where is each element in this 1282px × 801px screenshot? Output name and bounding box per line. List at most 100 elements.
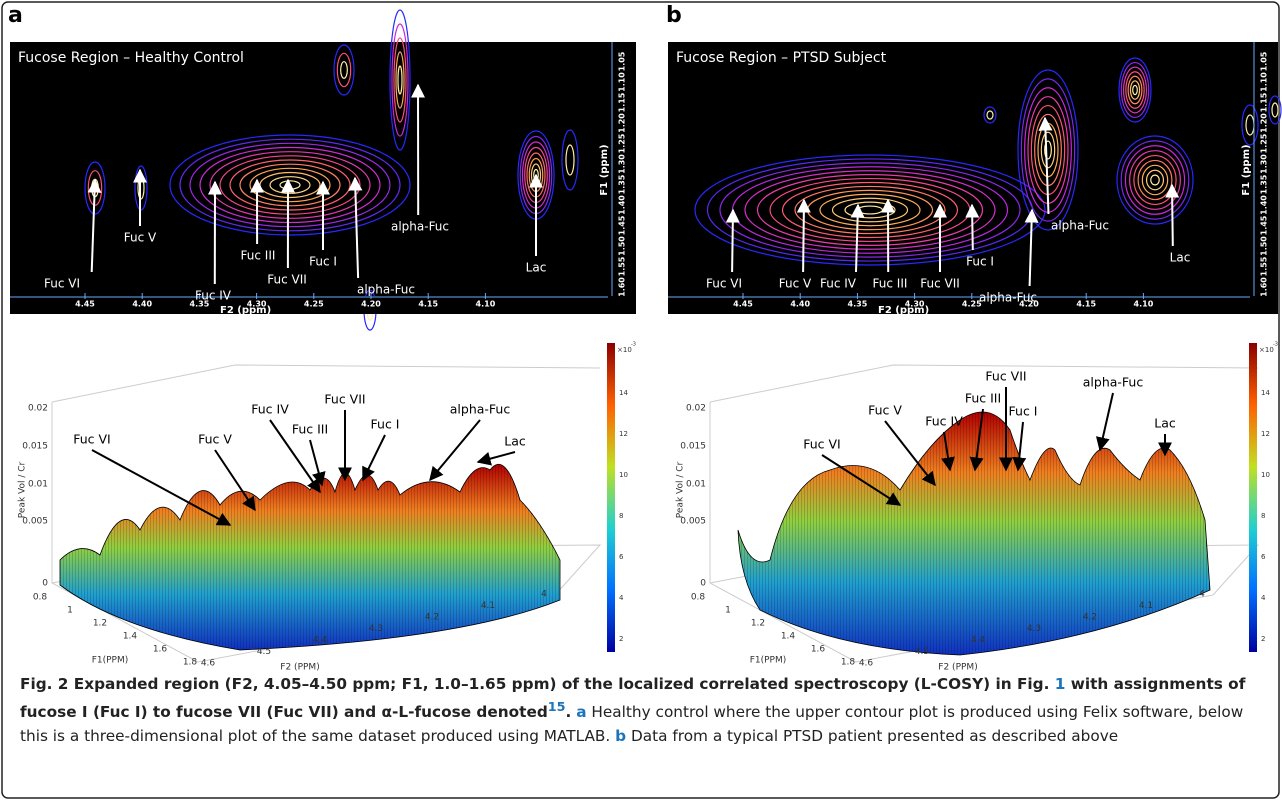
contour-line <box>819 193 921 227</box>
f2-tick-label: 4.5 <box>915 647 929 657</box>
annotation-label: alpha-Fuc <box>391 220 449 234</box>
z-tick-label: 0 <box>700 579 706 589</box>
colorbar-tick-label: 4 <box>619 594 624 602</box>
y-tick-label: 1.20 <box>1260 113 1269 133</box>
annotation-arrow <box>269 419 321 494</box>
f1-tick-label: 0.8 <box>691 593 706 603</box>
caption-bold: Fig. 2 Expanded region (F2, 4.05–4.50 pp… <box>20 675 1245 721</box>
caption-text: Data from a typical PTSD patient present… <box>626 727 1119 746</box>
contour-line <box>269 176 311 194</box>
f1-axis-label: F1(PPM) <box>92 656 129 666</box>
annotation-arrow <box>965 203 980 251</box>
y-tick-label: 1.60 <box>618 277 627 297</box>
y-tick-label: 1.20 <box>618 113 627 133</box>
contour-line <box>565 144 575 176</box>
x-tick-label: 4.30 <box>247 300 267 309</box>
annotation-label: Fuc V <box>779 277 812 291</box>
z-tick-label: 0.015 <box>680 442 706 452</box>
colorbar-tick-label: 12 <box>1261 430 1270 438</box>
x-tick-label: 4.25 <box>962 300 982 309</box>
contour-line <box>1129 150 1181 210</box>
contour-line <box>756 174 984 246</box>
annotation-label: Fuc VI <box>73 432 111 447</box>
x-axis-label: F2 (ppm) <box>878 305 929 316</box>
colorbar-tick-label: 14 <box>619 389 628 397</box>
x-tick-label: 4.15 <box>1076 300 1096 309</box>
f2-axis-label: F2 (PPM) <box>280 663 319 673</box>
f2-tick-label: 4.5 <box>257 647 271 657</box>
contour-line <box>1020 78 1076 222</box>
annotation-label: Fuc VI <box>803 437 841 452</box>
annotation-label: Fuc V <box>868 403 902 418</box>
annotation-arrow <box>87 178 102 273</box>
colorbar-tick-label: 12 <box>619 430 628 438</box>
colorbar-tick-label: 6 <box>1261 553 1266 561</box>
caption-text: Fig. 2 Expanded region (F2, 4.05–4.50 pp… <box>20 675 1055 693</box>
colorbar-tick-label: 14 <box>1261 389 1270 397</box>
x-tick-label: 4.10 <box>476 300 496 309</box>
annotation-arrow <box>1095 392 1114 452</box>
contour-line <box>1141 164 1169 196</box>
annotation-label: Fuc IV <box>925 414 963 429</box>
contour-line <box>169 134 411 236</box>
y-tick-label: 1.35 <box>618 174 627 194</box>
f2-axis-label: F2 (PPM) <box>938 663 977 673</box>
f1-tick-label: 1.4 <box>781 632 796 642</box>
annotation-label: Fuc I <box>966 255 994 269</box>
contour-line <box>1137 159 1173 201</box>
x-tick-label: 4.10 <box>1134 300 1154 309</box>
contour-line <box>1133 154 1177 206</box>
contour-line <box>1127 75 1143 105</box>
x-axis-label: F2 (ppm) <box>220 305 271 316</box>
contour-line <box>1271 102 1279 118</box>
annotation-label: Fuc I <box>1009 404 1038 419</box>
y-tick-label: 1.40 <box>618 195 627 215</box>
colorbar <box>607 343 615 652</box>
annotation-arrow <box>796 198 811 273</box>
annotation-arrow <box>91 449 232 526</box>
annotation-label: Fuc I <box>371 417 400 432</box>
y-tick-label: 1.50 <box>618 236 627 256</box>
f2-tick-label: 4.2 <box>1083 613 1097 623</box>
caption: Fig. 2 Expanded region (F2, 4.05–4.50 pp… <box>20 672 1270 748</box>
annotation-label: alpha-Fuc <box>450 402 511 417</box>
y-tick-label: 1.35 <box>1260 174 1269 194</box>
f2-tick-label: 4.6 <box>201 659 216 669</box>
contour-line <box>333 44 355 96</box>
annotation-label: Lac <box>526 261 547 275</box>
y-axis-label: F1 (ppm) <box>599 144 610 195</box>
f2-tick-label: 4.3 <box>369 624 383 634</box>
y-tick-label: 1.05 <box>618 51 627 71</box>
annotation-arrow <box>476 451 516 466</box>
y-tick-label: 1.55 <box>1260 256 1269 276</box>
contour-line <box>84 161 106 215</box>
annotation-arrow <box>1024 208 1039 287</box>
f1-tick-label: 1.4 <box>123 632 138 642</box>
y-tick-label: 1.10 <box>618 72 627 92</box>
z-tick-label: 0.005 <box>680 517 706 527</box>
contour-line <box>1124 145 1186 215</box>
colorbar-tick-label: 10 <box>1261 471 1270 479</box>
figure-ref[interactable]: 1 <box>1054 675 1066 693</box>
annotation-label: Lac <box>504 434 526 449</box>
contour-line <box>1120 140 1190 220</box>
f2-tick-label: 4.4 <box>313 636 328 646</box>
f2-tick-label: 4.2 <box>425 613 439 623</box>
annotation-label: Fuc III <box>241 249 276 263</box>
annotation-label: Fuc III <box>873 277 908 291</box>
f2-tick-label: 4.4 <box>971 636 986 646</box>
annotation-label: Fuc IV <box>820 277 857 291</box>
y-tick-label: 1.25 <box>618 133 627 153</box>
annotation-arrow <box>429 419 481 482</box>
contour-line <box>719 162 1021 258</box>
colorbar <box>1249 343 1257 652</box>
caption-text: with assignments of fucose I (Fuc I) to … <box>20 675 1246 722</box>
y-tick-label: 1.55 <box>618 256 627 276</box>
f1-tick-label: 1.2 <box>93 619 107 629</box>
citation[interactable]: 15 <box>547 700 566 715</box>
annotation-label: Fuc VI <box>44 277 80 291</box>
contour-line <box>1150 174 1160 186</box>
contour-line <box>1145 169 1165 191</box>
